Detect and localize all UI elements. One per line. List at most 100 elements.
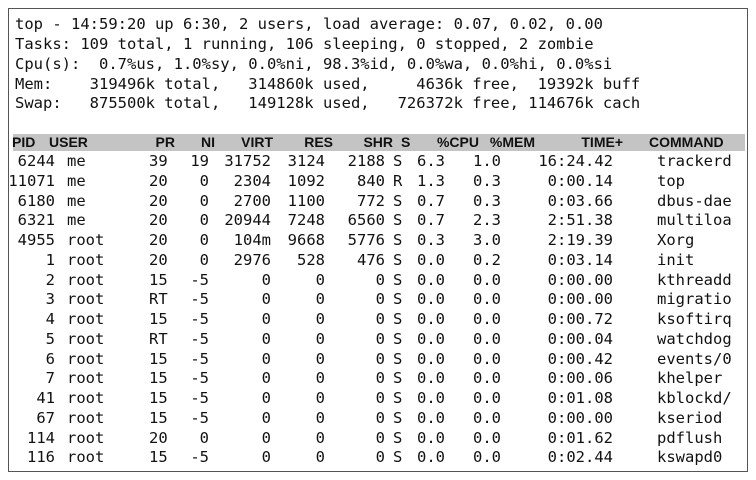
cell-command: ksoftirq	[657, 310, 732, 328]
cell-mem: 0.0	[473, 408, 501, 427]
cell-user: root	[67, 270, 105, 289]
summary-uptime-line: top - 14:59:20 up 6:30, 2 users, load av…	[15, 15, 603, 33]
cell-ni: -5	[190, 310, 209, 328]
cell-mem: 0.0	[473, 270, 501, 289]
cell-pid: 6	[45, 349, 55, 368]
column-header-ni: NI	[201, 134, 215, 150]
cell-ni: 0	[199, 428, 209, 447]
cell-pr: 20	[149, 428, 168, 447]
cell-shr: 6560	[347, 211, 385, 230]
cell-ni: 19	[190, 152, 209, 170]
cell-res: 3124	[287, 152, 325, 170]
cell-virt: 0	[261, 290, 271, 309]
cell-pid: 67	[36, 408, 55, 427]
cell-virt: 0	[261, 369, 271, 388]
cell-time: 0:00.72	[547, 310, 613, 328]
cell-command: init	[657, 250, 695, 269]
cell-res: 0	[315, 349, 325, 368]
cell-cpu: 0.7	[417, 211, 445, 230]
cell-pid: 11071	[8, 171, 55, 190]
cell-command: pdflush	[657, 428, 723, 447]
cell-mem: 0.0	[473, 310, 501, 328]
cell-user: me	[67, 211, 86, 230]
cell-user: me	[67, 171, 86, 190]
cell-command: events/0	[657, 349, 732, 368]
cell-user: root	[67, 290, 105, 309]
cell-s: S	[393, 448, 403, 467]
cell-shr: 476	[357, 250, 385, 269]
cell-virt: 2304	[233, 171, 271, 190]
cell-res: 0	[315, 270, 325, 289]
cell-virt: 31752	[224, 152, 271, 170]
column-header-s: S	[401, 134, 411, 150]
cell-res: 1100	[287, 191, 325, 210]
cell-s: R	[393, 171, 403, 190]
cell-user: me	[67, 191, 86, 210]
cell-pid: 116	[27, 448, 55, 467]
cell-mem: 0.0	[473, 329, 501, 348]
cell-user: root	[67, 389, 105, 407]
cell-shr: 0	[375, 369, 385, 388]
cell-cpu: 0.7	[417, 191, 445, 210]
cell-mem: 3.0	[473, 231, 501, 249]
cell-pr: 20	[149, 191, 168, 210]
cell-s: S	[393, 191, 403, 210]
cell-pid: 7	[45, 369, 55, 388]
column-header-command: COMMAND	[649, 134, 724, 150]
cell-s: S	[393, 310, 403, 328]
cell-res: 0	[315, 369, 325, 388]
column-header-virt: VIRT	[241, 134, 273, 150]
cell-cpu: 0.0	[417, 329, 445, 348]
cell-command: kthreadd	[657, 270, 732, 289]
summary-cpu-line: Cpu(s): 0.7%us, 1.0%sy, 0.0%ni, 98.3%id,…	[15, 55, 613, 73]
cell-res: 0	[315, 408, 325, 427]
cell-user: root	[67, 408, 105, 427]
cell-s: S	[393, 211, 403, 230]
cell-pid: 3	[45, 290, 55, 309]
cell-pr: 15	[149, 270, 168, 289]
cell-pr: 15	[149, 369, 168, 388]
cell-shr: 0	[375, 310, 385, 328]
cell-s: S	[393, 369, 403, 388]
cell-command: khelper	[657, 369, 723, 388]
cell-virt: 0	[261, 389, 271, 407]
cell-mem: 0.0	[473, 290, 501, 309]
cell-time: 0:00.00	[547, 408, 613, 427]
column-header-pr: PR	[155, 134, 175, 150]
column-header-cpu: %CPU	[436, 134, 479, 150]
cell-pr: 15	[149, 310, 168, 328]
cell-pid: 2	[45, 270, 55, 289]
cell-time: 0:03.66	[547, 191, 613, 210]
cell-res: 0	[315, 448, 325, 467]
cell-ni: -5	[190, 290, 209, 309]
cell-virt: 0	[261, 349, 271, 368]
column-header-shr: SHR	[363, 134, 393, 150]
cell-user: root	[67, 231, 105, 249]
cell-mem: 0.3	[473, 191, 501, 210]
cell-cpu: 6.3	[417, 152, 445, 170]
cell-virt: 104m	[233, 231, 271, 249]
cell-res: 7248	[287, 211, 325, 230]
cell-command: kseriod	[657, 408, 723, 427]
cell-command: trackerd	[657, 152, 732, 170]
cell-res: 9668	[287, 231, 325, 249]
cell-s: S	[393, 250, 403, 269]
cell-pid: 6321	[17, 211, 55, 230]
cell-s: S	[393, 231, 403, 249]
cell-ni: -5	[190, 349, 209, 368]
cell-pr: 20	[149, 171, 168, 190]
cell-pid: 114	[27, 428, 55, 447]
column-header-user: USER	[49, 134, 88, 150]
cell-pr: 15	[149, 349, 168, 368]
cell-pid: 5	[45, 329, 55, 348]
cell-virt: 0	[261, 408, 271, 427]
cell-ni: -5	[190, 448, 209, 467]
cell-shr: 0	[375, 428, 385, 447]
cell-pid: 4955	[17, 231, 55, 249]
column-header-pid: PID	[12, 134, 36, 150]
cell-command: migratio	[657, 290, 732, 309]
cell-cpu: 1.3	[417, 171, 445, 190]
cell-pr: 20	[149, 231, 168, 249]
cell-cpu: 0.0	[417, 369, 445, 388]
cell-virt: 0	[261, 310, 271, 328]
